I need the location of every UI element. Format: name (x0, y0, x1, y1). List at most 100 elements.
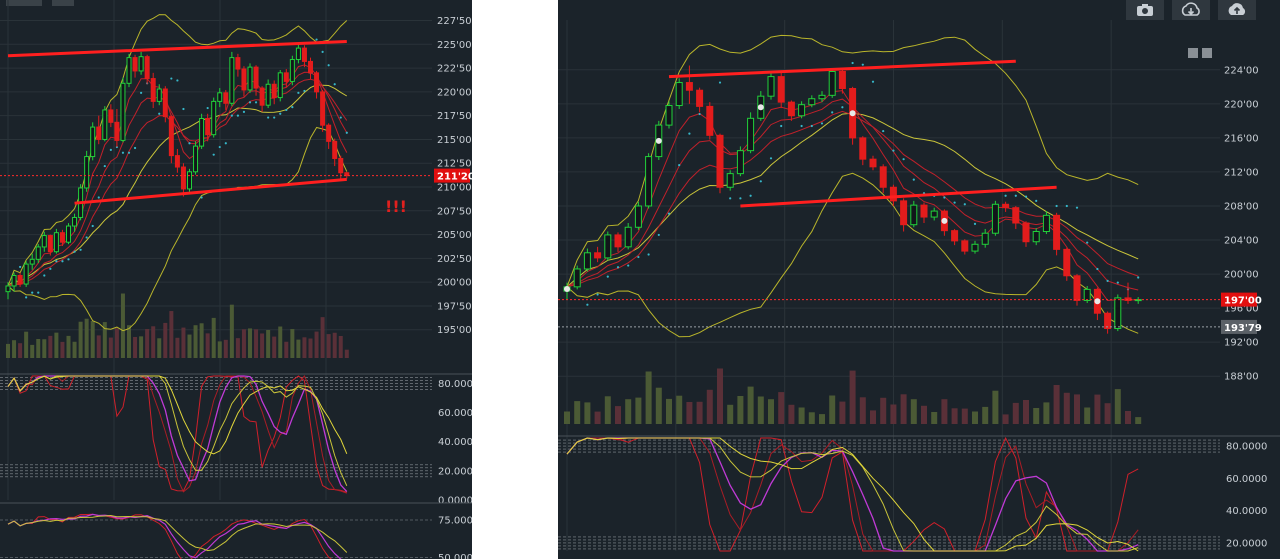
volume-bar (187, 334, 192, 358)
candle-body (859, 137, 867, 160)
volume-bar (880, 397, 887, 424)
sar-dot (61, 260, 64, 263)
sar-dot (158, 112, 161, 115)
volume-bar (890, 404, 897, 424)
bollinger-upper-line (7, 14, 348, 287)
volume-bar (727, 404, 734, 424)
left-chart-panel: 227'50 225'00 222'50 220'00 217'50 215'00 212'… (0, 0, 472, 559)
candle-body (211, 100, 217, 136)
sar-dot (902, 158, 905, 161)
sar-dot (627, 264, 630, 267)
candle-body (798, 104, 806, 117)
volume-bar (127, 325, 131, 358)
candle-body (59, 232, 65, 243)
volume-bar (320, 317, 325, 358)
signal-marker-dot (941, 217, 948, 224)
volume-bar (645, 371, 652, 424)
candle-body (951, 230, 959, 242)
candle-body (1114, 297, 1122, 330)
sar-dot (698, 112, 701, 116)
volume-bar (84, 318, 89, 358)
candle-body (1002, 203, 1010, 209)
sar-dot (657, 233, 660, 237)
candle-body (223, 92, 229, 104)
price-axis-label: 220'00 (437, 87, 472, 98)
candle-body (23, 263, 29, 285)
volume-bar (157, 338, 162, 358)
sar-dot (127, 151, 131, 154)
price-axis-label: 216'00 (1224, 133, 1259, 144)
volume-bar (78, 321, 83, 358)
volume-bar (686, 402, 693, 424)
last-price-tag (1221, 292, 1257, 307)
cloud-upload-icon[interactable] (1218, 0, 1256, 20)
volume-bar (849, 370, 856, 424)
candle-body (138, 56, 144, 72)
sar-dot (973, 222, 977, 225)
candle-body (205, 118, 211, 136)
sar-dot (800, 124, 803, 128)
sar-dot (606, 275, 609, 278)
sar-dot (892, 149, 895, 152)
oscillator-axis-label: 40.0000 (438, 437, 472, 448)
price-axis-label: 192'00 (1224, 338, 1259, 349)
volume-bar (829, 395, 836, 424)
volume-bar (181, 327, 186, 358)
camera-icon[interactable] (1126, 0, 1164, 20)
volume-bar (139, 336, 144, 358)
last-price-label: 211'20 (437, 172, 472, 183)
sar-dot (212, 153, 215, 156)
volume-bar (254, 329, 259, 358)
sar-dot (321, 50, 324, 54)
sar-dot (1004, 194, 1007, 197)
volume-bar (839, 401, 846, 424)
sar-dot (596, 293, 599, 296)
sar-dot (224, 142, 227, 145)
save-icon[interactable] (52, 0, 74, 6)
candle-body (624, 226, 632, 248)
volume-bar (290, 329, 295, 358)
volume-bar (972, 411, 978, 424)
volume-bar (145, 329, 150, 358)
candle-body (17, 274, 23, 285)
volume-bar (921, 405, 927, 424)
sar-dot (267, 116, 270, 119)
sar-dot (176, 79, 179, 82)
volume-bar (615, 406, 621, 424)
sar-dot (327, 64, 330, 67)
volume-bar (266, 330, 271, 358)
price-axis-label: 212'00 (1224, 167, 1259, 178)
candle-body (604, 234, 612, 259)
sar-dot (67, 258, 70, 261)
volume-bar (594, 411, 601, 424)
price-axis-label: 197'50 (437, 301, 472, 312)
sar-dot (188, 142, 191, 145)
candle-body (301, 47, 307, 62)
sar-dot (688, 132, 691, 135)
sar-dot (73, 250, 76, 253)
sar-dot (206, 106, 209, 110)
sar-dot (279, 112, 282, 115)
candle-body (879, 166, 887, 188)
sar-dot (291, 105, 294, 109)
sar-dot (1086, 241, 1089, 244)
cloud-download-icon[interactable] (1172, 0, 1210, 20)
volume-bar (133, 336, 138, 358)
volume-bar (768, 399, 774, 424)
marker-price-label: 193'79 (1224, 323, 1262, 334)
oscillator-axis-label: 80.0000 (438, 379, 472, 390)
volume-bar (778, 392, 785, 424)
volume-bar (655, 387, 662, 424)
volume-bar (910, 399, 917, 424)
signal-marker-dot (1094, 298, 1101, 305)
candle-body (736, 150, 744, 175)
volume-bar (24, 331, 29, 358)
volume-bar (18, 343, 23, 358)
candle-body (1022, 222, 1030, 243)
window-icon[interactable] (6, 0, 42, 6)
volume-bar (338, 336, 343, 358)
sar-dot (248, 101, 252, 104)
sar-dot (953, 201, 956, 204)
sar-dot (55, 260, 58, 263)
volume-bar (60, 341, 65, 358)
